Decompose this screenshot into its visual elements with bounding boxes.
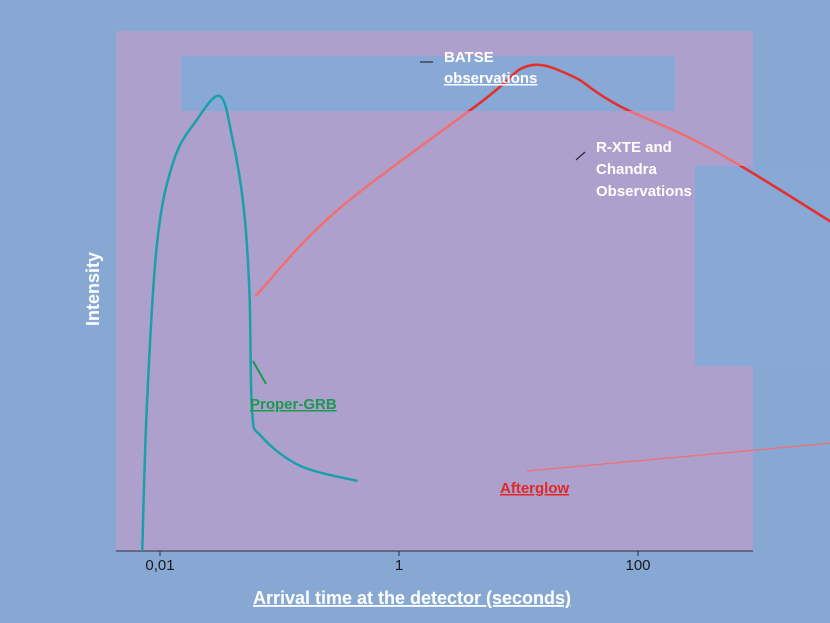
afterglow-line-batse-segment <box>466 63 633 111</box>
x-axis-label: Arrival time at the detector (seconds) <box>253 588 571 608</box>
batse-label-line-2: observations <box>444 70 537 87</box>
x-tick-label: 0,01 <box>145 557 174 574</box>
afterglow-leader-line <box>526 442 830 472</box>
afterglow-label: Afterglow <box>500 480 569 497</box>
proper-grb-label: Proper-GRB <box>250 396 337 413</box>
rxte-chandra-window <box>695 166 830 366</box>
proper-grb-line <box>140 94 358 552</box>
x-tick-label: 1 <box>395 557 403 574</box>
batse-label-line-1: BATSE <box>444 49 494 66</box>
proper-grb-leader-line <box>252 360 267 385</box>
batse-window <box>181 56 676 111</box>
rxte-label-line-3: Observations <box>596 183 692 200</box>
rxte-label-line-2: Chandra <box>596 161 658 178</box>
x-tick-label: 100 <box>625 557 650 574</box>
y-axis-label: Intensity <box>83 252 103 326</box>
rxte-label-line-1: R-XTE and <box>596 139 672 156</box>
rxte-leader-line <box>575 151 586 161</box>
